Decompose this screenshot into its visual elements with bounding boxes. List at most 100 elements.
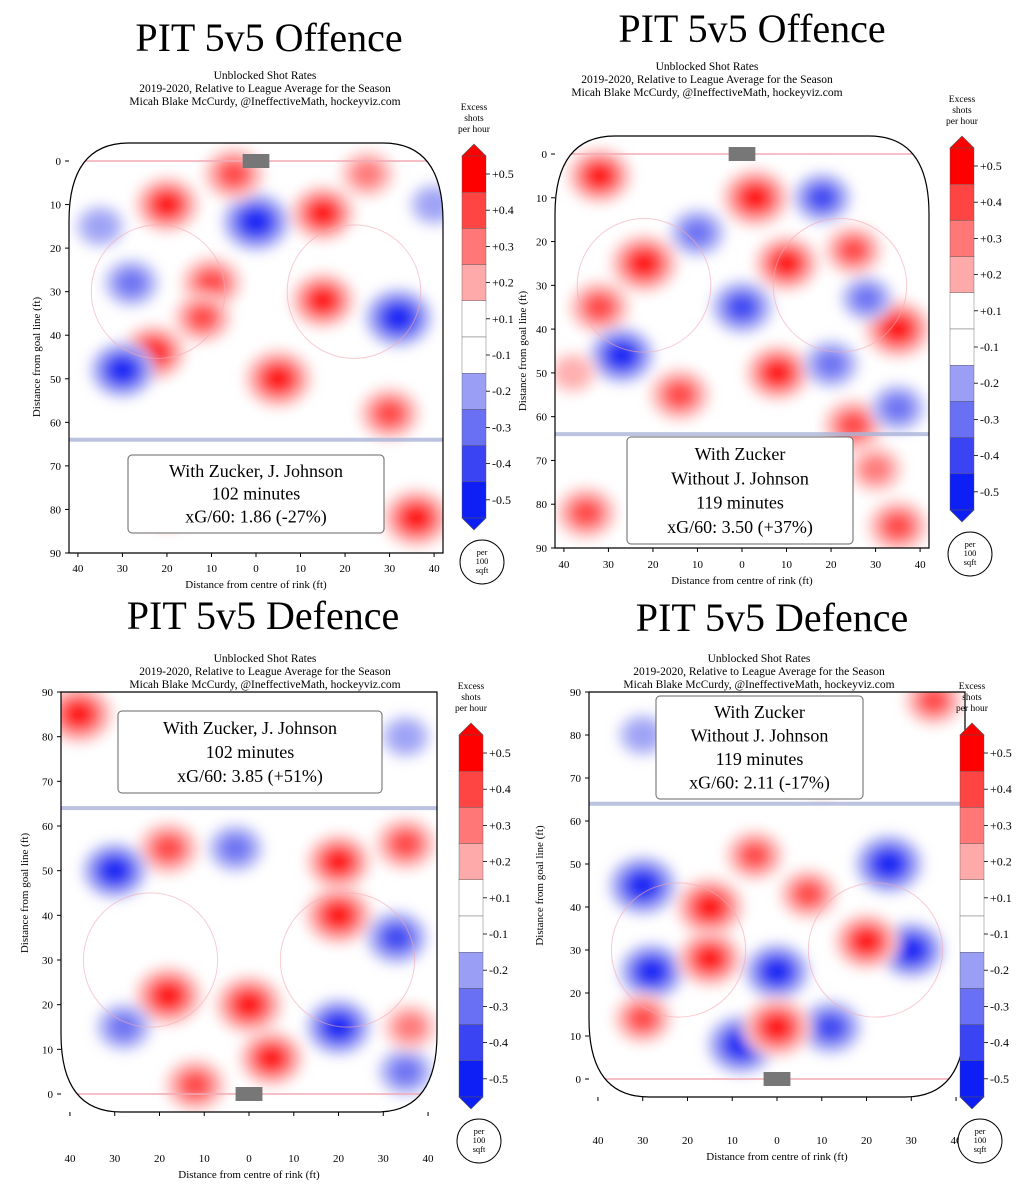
goal-net [235,1087,263,1101]
legend-tick-label: -0.4 [990,1036,1009,1050]
legend-tick-label: -0.2 [492,384,511,398]
legend-tick-label: -0.3 [990,999,1009,1013]
legend-tick-label: +0.4 [492,203,514,217]
x-tick-label: 40 [558,559,570,571]
x-tick-label: 10 [692,559,704,571]
y-tick-label: 20 [42,1000,54,1012]
subtitle-line: 2019-2020, Relative to League Average fo… [581,74,833,86]
summary-line: Without J. Johnson [691,726,829,746]
legend-tick-label: -0.5 [492,493,511,507]
x-tick-label: 30 [603,559,615,571]
heatmap-chart: 40 30 20 10 0 10 20 30 409080706050403020100Dist… [19,682,511,1181]
y-tick-label: 0 [48,1089,54,1101]
subtitle-line: Micah Blake McCurdy, @IneffectiveMath, h… [623,679,895,691]
legend-swatch [959,1060,985,1098]
heat-contour [244,211,268,233]
legend-swatch [959,843,985,881]
subtitle-line: Micah Blake McCurdy, @IneffectiveMath, h… [129,96,401,108]
heat-contour [698,948,722,969]
legend-cap-top [458,722,484,736]
heat-contour [221,835,250,861]
subtitle-line: Micah Blake McCurdy, @IneffectiveMath, h… [571,87,843,99]
heat-contour [816,351,846,377]
legend-title-line: per hour [956,704,989,714]
y-tick-label: 70 [50,461,62,473]
legend-title-line: Excess [461,103,488,113]
legend-title-line: per hour [458,125,491,135]
y-tick-label: 80 [570,730,582,742]
heat-contour [855,931,878,952]
summary-box-frame [127,454,385,534]
x-tick-label: 30 [109,1153,121,1165]
legend-unit-circle [459,539,505,585]
legend-title-line: per hour [455,704,488,714]
y-tick-label: 0 [576,1074,582,1086]
faceoff-circle [610,882,747,1018]
chart-title: PIT 5v5 Defence [635,595,909,640]
x-tick-label: 20 [333,1153,345,1165]
heat-contour [556,358,590,388]
chart-subtitle: Unblocked Shot Rates 2019-2020, Relative… [70,70,460,109]
heat-contour [841,239,866,261]
heat-contour [900,940,923,960]
legend-swatch [461,191,487,229]
x-tick-label: 40 [915,559,927,571]
legend-swatch [461,409,487,446]
x-tick-label: 30 [378,1153,390,1165]
legend-unit-line: 100 [964,548,977,558]
x-tick-label: 10 [288,1153,300,1165]
legend-unit-line: 100 [974,1135,987,1145]
x-tick-label: 0 [774,1135,780,1147]
legend-swatch [959,734,985,772]
legend-cap-bottom [461,517,487,531]
x-tick-label: 30 [117,563,129,575]
legend-swatch [461,373,487,410]
legend-tick-label: -0.4 [489,1036,508,1050]
goal-net [728,147,756,161]
y-tick-label: 60 [536,412,548,424]
x-tick-label: 40 [429,563,441,575]
heat-contour [817,1016,844,1039]
x-tick-label: 10 [727,1135,739,1147]
heat-contour [155,194,179,215]
heat-contour [156,985,181,1006]
chart-title: PIT 5v5 Offence [618,6,886,51]
legend-swatch [949,365,975,402]
x-axis-label: Distance from centre of rink (ft) [185,579,327,591]
heat-contour [586,296,613,319]
y-tick-label: 90 [50,548,62,560]
subtitle-line: 2019-2020, Relative to League Average fo… [139,83,391,95]
heat-contour [311,290,334,311]
y-tick-label: 20 [536,237,548,249]
heat-contour [417,189,443,220]
legend-tick-label: +0.1 [980,304,1002,318]
legend-tick-label: -0.1 [990,927,1009,941]
legend-tick-label: +0.2 [489,855,511,869]
summary-line: xG/60: 1.86 (-27%) [185,507,326,528]
chart-subtitle: Unblocked Shot Rates 2019-2020, Relative… [559,653,959,692]
legend-tick-label: -0.5 [489,1072,508,1086]
y-tick-label: 90 [42,687,54,699]
heat-field [555,146,929,548]
legend-unit-circle [947,531,993,577]
heat-contour [765,961,789,982]
legend-swatch [458,952,484,989]
heat-contour [386,307,411,328]
heat-contour [631,875,655,896]
summary-line: With Zucker, J. Johnson [169,461,343,481]
legend-cap-bottom [959,1096,985,1110]
legend-tick-label: +0.5 [492,167,514,181]
legend-tick-label: -0.4 [492,457,511,471]
legend-tick-label: -0.2 [990,963,1009,977]
x-tick-label: 30 [384,563,396,575]
x-tick-label: 20 [154,1153,166,1165]
legend-cap-top [461,143,487,157]
heat-contour [83,211,117,241]
y-tick-label: 10 [536,193,548,205]
heat-contour [383,926,410,949]
legend-unit-line: per [975,1126,986,1136]
heat-contour [765,1017,789,1038]
faceoff-circle [807,882,944,1018]
legend-tick-label: -0.5 [990,1072,1009,1086]
